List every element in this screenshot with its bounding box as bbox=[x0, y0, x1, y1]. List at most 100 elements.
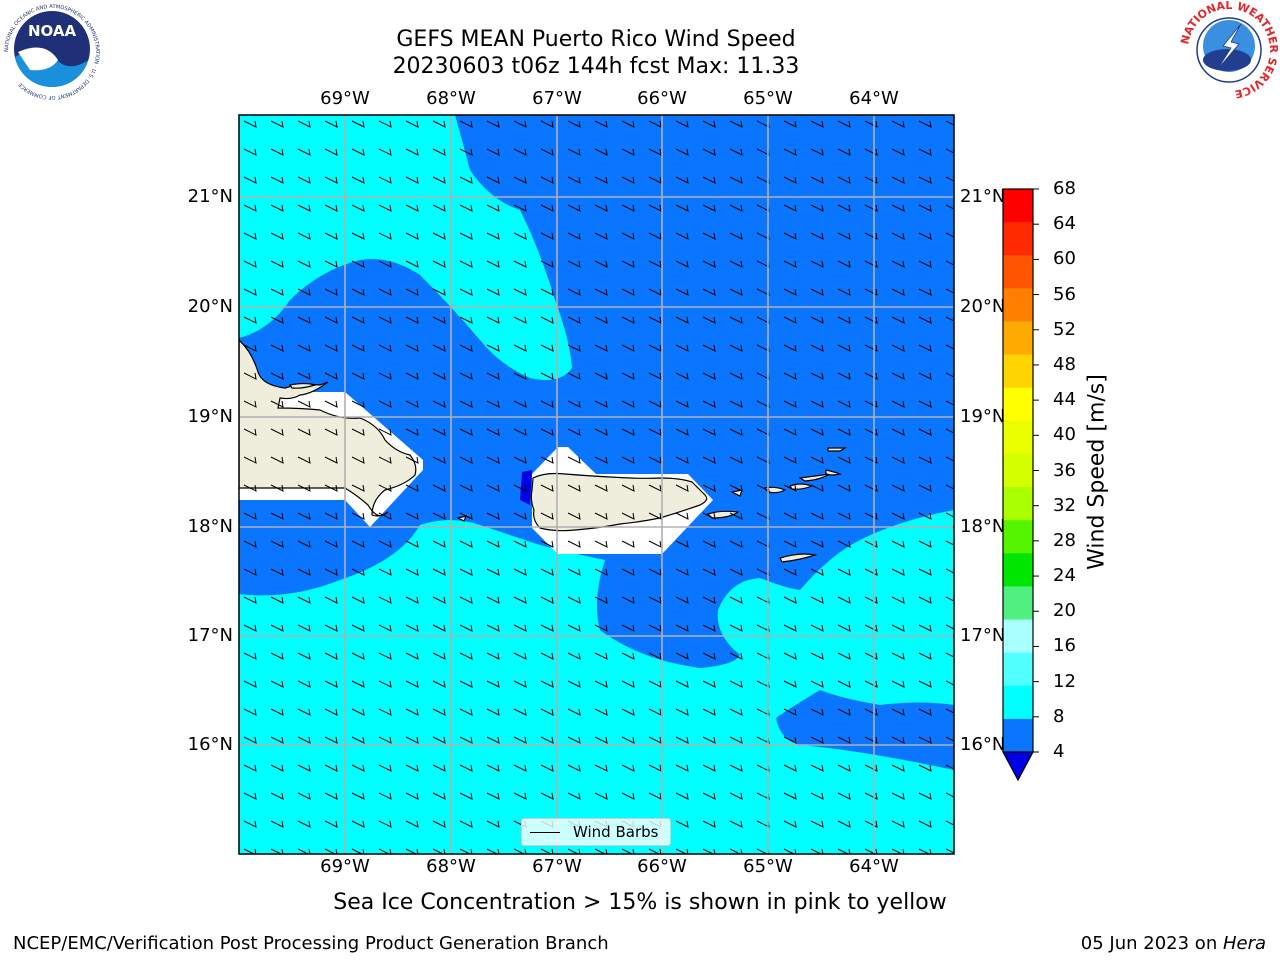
wind-barb bbox=[243, 232, 257, 240]
wind-barb bbox=[702, 848, 716, 854]
wind-barb bbox=[783, 540, 797, 548]
wind-barb bbox=[324, 204, 338, 212]
wind-barb bbox=[270, 456, 284, 464]
map-legend: Wind Barbs bbox=[521, 818, 671, 846]
wind-barb bbox=[324, 456, 338, 464]
land-caicos-bit bbox=[289, 382, 318, 389]
wind-barb bbox=[243, 596, 257, 604]
wind-barb bbox=[567, 428, 581, 436]
wind-barb bbox=[243, 372, 257, 380]
wind-barb bbox=[486, 148, 500, 156]
wind-barb bbox=[351, 708, 365, 716]
colorbar-swatch bbox=[1003, 222, 1033, 256]
wind-barb bbox=[486, 792, 500, 800]
wind-barb bbox=[918, 288, 932, 296]
wind-barb bbox=[513, 624, 527, 632]
wind-barb bbox=[648, 484, 662, 492]
lon-label-top: 65°W bbox=[743, 88, 793, 109]
wind-barb bbox=[945, 540, 954, 546]
wind-barb bbox=[810, 372, 824, 380]
lat-label-right: 20°N bbox=[960, 296, 1006, 317]
wind-barb bbox=[567, 232, 581, 240]
wind-barb bbox=[405, 148, 419, 156]
wind-barb bbox=[378, 120, 392, 128]
wind-barb bbox=[810, 176, 824, 184]
wind-barb bbox=[945, 120, 954, 126]
wind-barb bbox=[297, 176, 311, 184]
wind-barb bbox=[459, 820, 473, 828]
wind-barb bbox=[729, 624, 743, 632]
wind-barb bbox=[810, 680, 824, 688]
wind-barb bbox=[675, 232, 689, 240]
colorbar-swatch bbox=[1003, 189, 1033, 223]
wind-barb bbox=[513, 764, 527, 772]
wind-barb bbox=[432, 792, 446, 800]
wind-barb bbox=[918, 820, 932, 828]
wind-barb bbox=[459, 148, 473, 156]
wind-barb bbox=[432, 456, 446, 464]
wind-barb bbox=[702, 260, 716, 268]
wind-barb bbox=[594, 848, 608, 854]
wind-barb bbox=[729, 596, 743, 604]
wind-barb bbox=[459, 232, 473, 240]
wind-barb bbox=[702, 736, 716, 744]
wind-barb bbox=[783, 232, 797, 240]
wind-barb bbox=[945, 680, 954, 686]
wind-barb bbox=[864, 204, 878, 212]
wind-barb bbox=[243, 624, 257, 632]
wind-barb bbox=[540, 568, 554, 576]
wind-barb bbox=[513, 288, 527, 296]
wind-barb bbox=[621, 708, 635, 716]
wind-barb bbox=[270, 652, 284, 660]
wind-barb bbox=[459, 596, 473, 604]
wind-barb bbox=[864, 820, 878, 828]
colorbar-tick-label: 32 bbox=[1053, 494, 1076, 516]
wind-barb bbox=[378, 428, 392, 436]
wind-barb bbox=[567, 204, 581, 212]
wind-barb bbox=[405, 400, 419, 408]
wind-barb bbox=[675, 176, 689, 184]
wind-barb bbox=[729, 372, 743, 380]
wind-barb bbox=[783, 820, 797, 828]
noaa-logo: NOAA NATIONAL OCEANIC AND ATMOSPHERIC AD… bbox=[2, 0, 102, 100]
wind-barb bbox=[621, 792, 635, 800]
wind-barb bbox=[243, 820, 257, 828]
legend-label: Wind Barbs bbox=[573, 823, 659, 841]
wind-barb bbox=[459, 344, 473, 352]
wind-barb bbox=[432, 232, 446, 240]
wind-barb bbox=[540, 652, 554, 660]
wind-barb bbox=[702, 344, 716, 352]
wind-barb bbox=[648, 540, 662, 548]
wind-barb bbox=[675, 708, 689, 716]
lon-label-bottom: 67°W bbox=[532, 856, 582, 877]
wind-barb bbox=[783, 736, 797, 744]
wind-barb bbox=[351, 428, 365, 436]
colorbar-tick-label: 52 bbox=[1053, 318, 1076, 340]
wind-barb bbox=[783, 260, 797, 268]
wind-barb bbox=[945, 568, 954, 574]
wind-barb bbox=[810, 400, 824, 408]
wind-barb bbox=[918, 568, 932, 576]
wind-barb bbox=[270, 372, 284, 380]
wind-barb bbox=[351, 372, 365, 380]
wind-barb bbox=[513, 232, 527, 240]
wind-barb bbox=[270, 708, 284, 716]
wind-barb bbox=[810, 316, 824, 324]
wind-barb bbox=[837, 232, 851, 240]
wind-barb bbox=[864, 848, 878, 854]
wind-barb bbox=[486, 848, 500, 854]
wind-barb bbox=[540, 232, 554, 240]
wind-barb bbox=[486, 568, 500, 576]
wind-barb bbox=[513, 456, 527, 464]
wind-barb bbox=[945, 512, 954, 518]
wind-barb bbox=[621, 288, 635, 296]
wind-barb bbox=[270, 540, 284, 548]
wind-barb bbox=[540, 372, 554, 380]
colorbar-swatch bbox=[1003, 619, 1033, 654]
wind-barb bbox=[297, 316, 311, 324]
wind-barb bbox=[783, 652, 797, 660]
wind-barb bbox=[837, 316, 851, 324]
wind-barb bbox=[567, 624, 581, 632]
wind-barb bbox=[729, 428, 743, 436]
wind-barb bbox=[297, 764, 311, 772]
